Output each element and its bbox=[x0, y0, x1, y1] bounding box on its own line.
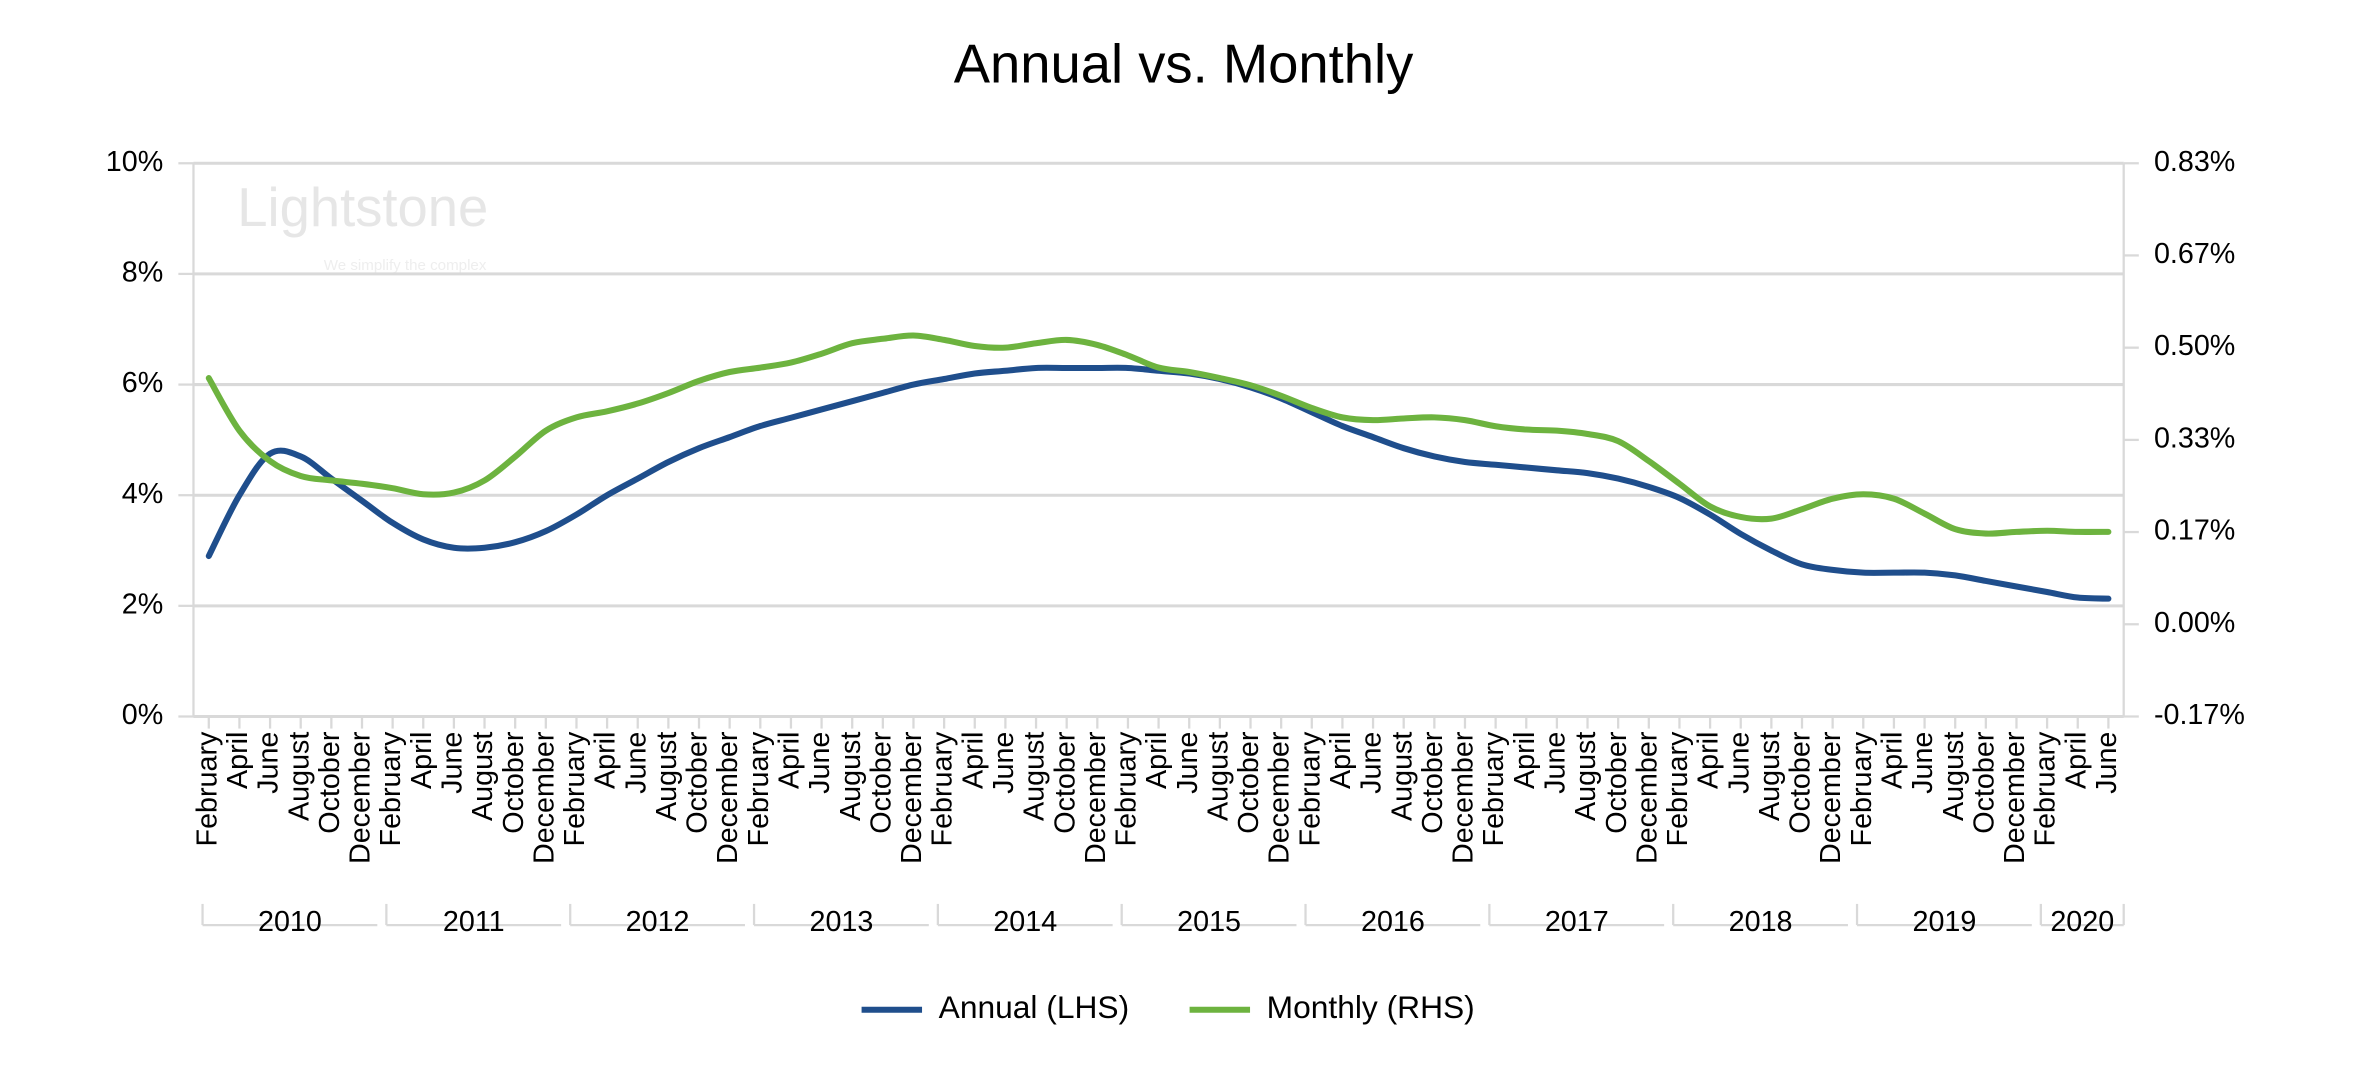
x-tick-label: August bbox=[1754, 732, 1786, 821]
x-tick-label: April bbox=[1325, 732, 1357, 789]
y2-tick-label: 0.50% bbox=[2154, 330, 2235, 362]
series-line bbox=[205, 364, 2112, 602]
y-tick-label: 4% bbox=[122, 478, 163, 510]
x-tick-label: April bbox=[1141, 732, 1173, 789]
watermark-name: Lightstone bbox=[237, 177, 488, 238]
x-tick-label: June bbox=[620, 732, 652, 794]
group-label: 2014 bbox=[993, 906, 1057, 938]
y2-tick-label: 0.17% bbox=[2154, 515, 2235, 547]
group-label: 2015 bbox=[1177, 906, 1241, 938]
x-tick-label: October bbox=[865, 731, 897, 834]
y2-tick-label: 0.00% bbox=[2154, 607, 2235, 639]
x-tick-label: June bbox=[253, 732, 285, 794]
x-tick-label: August bbox=[283, 732, 315, 821]
x-tick-label: April bbox=[1693, 732, 1725, 789]
x-tick-label: December bbox=[345, 731, 377, 864]
x-tick-label: August bbox=[1202, 732, 1234, 821]
y2-tick-label: 0.67% bbox=[2154, 238, 2235, 270]
y-tick-label: 6% bbox=[122, 367, 163, 399]
group-label: 2010 bbox=[258, 906, 322, 938]
x-tick-label: December bbox=[896, 731, 928, 864]
x-tick-label: February bbox=[191, 731, 223, 847]
x-tick-label: December bbox=[1815, 731, 1847, 864]
x-tick-label: August bbox=[1570, 732, 1602, 821]
x-tick-label: December bbox=[712, 731, 744, 864]
x-tick-label: February bbox=[1111, 731, 1143, 847]
watermark-tagline: We simplify the complex bbox=[324, 257, 487, 274]
group-label: 2017 bbox=[1545, 906, 1609, 938]
y2-tick-label: 0.33% bbox=[2154, 422, 2235, 454]
x-tick-label: February bbox=[1294, 731, 1326, 847]
group-label: 2020 bbox=[2050, 906, 2114, 938]
x-tick-label: October bbox=[498, 731, 530, 834]
group-label: 2019 bbox=[1912, 906, 1976, 938]
x-tick-label: October bbox=[314, 731, 346, 834]
x-tick-label: April bbox=[406, 732, 438, 789]
x-tick-label: April bbox=[957, 732, 989, 789]
x-tick-label: December bbox=[1264, 731, 1296, 864]
x-tick-label: February bbox=[375, 731, 407, 847]
x-tick-label: June bbox=[1356, 732, 1388, 794]
x-tick-label: August bbox=[467, 732, 499, 821]
x-tick-label: October bbox=[1785, 731, 1817, 834]
group-label: 2011 bbox=[443, 906, 505, 938]
x-tick-label: October bbox=[1968, 731, 2000, 834]
x-tick-label: February bbox=[927, 731, 959, 847]
x-tick-label: December bbox=[1999, 731, 2031, 864]
group-label: 2013 bbox=[809, 906, 873, 938]
y2-tick-label: -0.17% bbox=[2154, 699, 2245, 731]
y-tick-label: 10% bbox=[106, 146, 163, 178]
group-label: 2018 bbox=[1729, 906, 1793, 938]
x-tick-label: October bbox=[1601, 731, 1633, 834]
group-label: 2012 bbox=[626, 906, 690, 938]
legend-label: Annual (LHS) bbox=[939, 989, 1130, 1025]
y-tick-label: 2% bbox=[122, 588, 163, 620]
x-tick-label: October bbox=[682, 731, 714, 834]
x-tick-label: October bbox=[1233, 731, 1265, 834]
x-tick-label: June bbox=[804, 732, 836, 794]
x-tick-label: April bbox=[774, 732, 806, 789]
x-tick-label: February bbox=[559, 731, 591, 847]
x-tick-label: April bbox=[2060, 732, 2092, 789]
y2-tick-label: 0.83% bbox=[2154, 146, 2235, 178]
x-tick-label: April bbox=[1876, 732, 1908, 789]
x-tick-label: April bbox=[590, 732, 622, 789]
x-tick-label: August bbox=[1386, 732, 1418, 821]
x-tick-label: December bbox=[1448, 731, 1480, 864]
x-tick-label: August bbox=[835, 732, 867, 821]
x-tick-label: August bbox=[1019, 732, 1051, 821]
x-tick-label: February bbox=[1846, 731, 1878, 847]
x-tick-label: June bbox=[1907, 732, 1939, 794]
x-tick-label: August bbox=[1938, 732, 1970, 821]
x-tick-label: April bbox=[222, 732, 254, 789]
y-tick-label: 0% bbox=[122, 699, 163, 731]
x-tick-label: December bbox=[1631, 731, 1663, 864]
x-tick-label: December bbox=[528, 731, 560, 864]
x-tick-label: April bbox=[1509, 732, 1541, 789]
group-label: 2016 bbox=[1361, 906, 1425, 938]
legend-label: Monthly (RHS) bbox=[1267, 989, 1475, 1025]
series-line bbox=[205, 332, 2112, 537]
x-tick-label: October bbox=[1417, 731, 1449, 834]
x-tick-label: June bbox=[1723, 732, 1755, 794]
x-tick-label: June bbox=[1539, 732, 1571, 794]
x-tick-label: December bbox=[1080, 731, 1112, 864]
x-tick-label: October bbox=[1049, 731, 1081, 834]
x-tick-label: February bbox=[743, 731, 775, 847]
x-tick-label: February bbox=[1478, 731, 1510, 847]
x-tick-label: June bbox=[436, 732, 468, 794]
chart-title: Annual vs. Monthly bbox=[954, 33, 1414, 94]
x-tick-label: June bbox=[2091, 732, 2123, 794]
x-tick-label: February bbox=[2030, 731, 2062, 847]
x-tick-label: June bbox=[988, 732, 1020, 794]
x-tick-label: August bbox=[651, 732, 683, 821]
y-tick-label: 8% bbox=[122, 256, 163, 288]
x-tick-label: June bbox=[1172, 732, 1204, 794]
x-tick-label: February bbox=[1662, 731, 1694, 847]
